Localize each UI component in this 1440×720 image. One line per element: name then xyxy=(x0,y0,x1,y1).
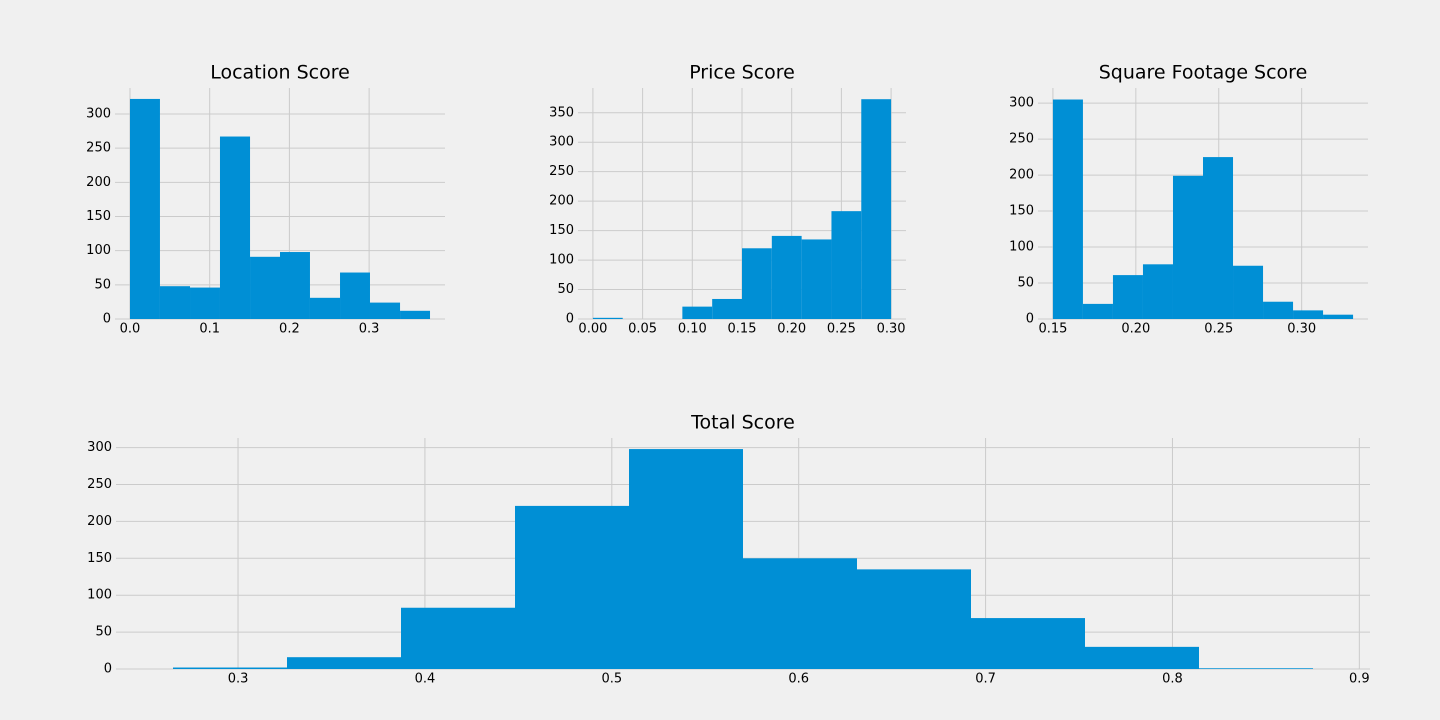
y-tick-label: 100 xyxy=(86,243,111,258)
y-tick-label: 250 xyxy=(87,477,112,492)
x-tick-label: 0.30 xyxy=(877,322,906,337)
bar xyxy=(712,298,742,319)
y-tick-label: 300 xyxy=(549,135,574,150)
bar xyxy=(309,297,341,319)
y-tick-label: 100 xyxy=(549,253,574,268)
x-tick-label: 0.4 xyxy=(415,672,436,687)
bar xyxy=(629,449,743,669)
bar xyxy=(682,306,713,319)
y-tick-label: 300 xyxy=(87,440,112,455)
y-tick-label: 350 xyxy=(549,105,574,120)
bar xyxy=(129,98,160,320)
y-tick-label: 200 xyxy=(1009,168,1034,183)
y-tick-label: 50 xyxy=(95,625,112,640)
y-tick-label: 50 xyxy=(557,282,574,297)
bar xyxy=(1172,175,1203,319)
bar xyxy=(1112,275,1143,319)
x-tick-label: 0.1 xyxy=(199,322,220,337)
x-tick-label: 0.2 xyxy=(279,322,300,337)
x-tick-label: 0.3 xyxy=(228,672,249,687)
bar xyxy=(250,256,280,319)
x-tick-label: 0.5 xyxy=(601,672,622,687)
bar xyxy=(831,211,862,319)
chart-title: Square Footage Score xyxy=(1099,62,1308,84)
x-tick-label: 0.05 xyxy=(628,322,657,337)
bar xyxy=(1082,303,1113,319)
bar xyxy=(369,302,401,319)
y-tick-label: 200 xyxy=(87,514,112,529)
y-tick-label: 50 xyxy=(94,277,111,292)
bar xyxy=(190,287,220,319)
y-tick-label: 300 xyxy=(1009,96,1034,111)
y-tick-label: 50 xyxy=(1017,276,1034,291)
y-tick-label: 250 xyxy=(549,164,574,179)
bar xyxy=(401,607,515,669)
bar xyxy=(515,505,629,669)
y-tick-label: 0 xyxy=(103,312,111,327)
bar xyxy=(1142,264,1173,319)
y-tick-label: 150 xyxy=(87,551,112,566)
bar xyxy=(400,310,431,319)
y-tick-label: 250 xyxy=(86,141,111,156)
bar xyxy=(1052,99,1083,320)
histogram-panel: 0 50 100 150 200 250 300 350 0.00 0.05 0.10 0.15 0.2… xyxy=(549,62,906,337)
bar xyxy=(857,569,971,669)
bar xyxy=(287,657,401,669)
x-tick-label: 0.0 xyxy=(120,322,141,337)
bar xyxy=(280,252,310,319)
y-tick-label: 200 xyxy=(86,175,111,190)
bar xyxy=(1085,646,1199,669)
x-tick-label: 0.3 xyxy=(359,322,380,337)
x-tick-label: 0.20 xyxy=(1121,322,1150,337)
y-tick-label: 100 xyxy=(87,588,112,603)
x-tick-label: 0.9 xyxy=(1349,672,1370,687)
bar xyxy=(1233,265,1264,319)
x-tick-label: 0.7 xyxy=(975,672,996,687)
bar xyxy=(971,618,1085,669)
y-tick-label: 150 xyxy=(1009,204,1034,219)
y-tick-label: 150 xyxy=(549,223,574,238)
x-tick-label: 0.00 xyxy=(578,322,607,337)
bar xyxy=(219,136,251,319)
bar xyxy=(743,558,857,669)
bar xyxy=(1293,310,1324,319)
histogram-panel: 0 50 100 150 200 250 300 0.3 0.4 0.5 0.6 0.7 0.8 0.9 T… xyxy=(87,412,1370,687)
y-tick-label: 200 xyxy=(549,194,574,209)
bar xyxy=(173,667,287,669)
x-tick-label: 0.20 xyxy=(777,322,806,337)
histogram-panel: 0 50 100 150 200 250 300 0.0 0.1 0.2 0.3 Location S… xyxy=(86,62,445,337)
y-tick-label: 150 xyxy=(86,209,111,224)
x-tick-label: 0.15 xyxy=(1038,322,1067,337)
x-tick-label: 0.25 xyxy=(1204,322,1233,337)
bar xyxy=(1203,157,1234,319)
x-tick-label: 0.30 xyxy=(1287,322,1316,337)
bar xyxy=(340,272,370,319)
bar xyxy=(1323,314,1354,319)
histogram-panel: 0 50 100 150 200 250 300 0.15 0.20 0.25 0.30 Square… xyxy=(1009,62,1368,337)
chart-title: Location Score xyxy=(210,62,350,84)
y-tick-label: 100 xyxy=(1009,240,1034,255)
y-tick-label: 250 xyxy=(1009,132,1034,147)
bar xyxy=(861,99,892,319)
y-tick-label: 0 xyxy=(566,312,574,327)
y-tick-label: 0 xyxy=(104,662,112,677)
y-tick-label: 300 xyxy=(86,106,111,121)
bar xyxy=(1263,301,1294,319)
x-tick-label: 0.25 xyxy=(827,322,856,337)
x-tick-label: 0.15 xyxy=(728,322,757,337)
x-tick-label: 0.10 xyxy=(678,322,707,337)
y-tick-label: 0 xyxy=(1026,312,1034,327)
x-tick-label: 0.8 xyxy=(1162,672,1183,687)
bar xyxy=(592,317,623,319)
x-tick-label: 0.6 xyxy=(788,672,809,687)
bar xyxy=(801,239,832,319)
bar xyxy=(1199,668,1313,669)
chart-title: Price Score xyxy=(689,62,795,84)
bar xyxy=(159,286,191,319)
bar xyxy=(742,248,772,319)
bar xyxy=(771,235,802,319)
chart-title: Total Score xyxy=(690,412,795,434)
